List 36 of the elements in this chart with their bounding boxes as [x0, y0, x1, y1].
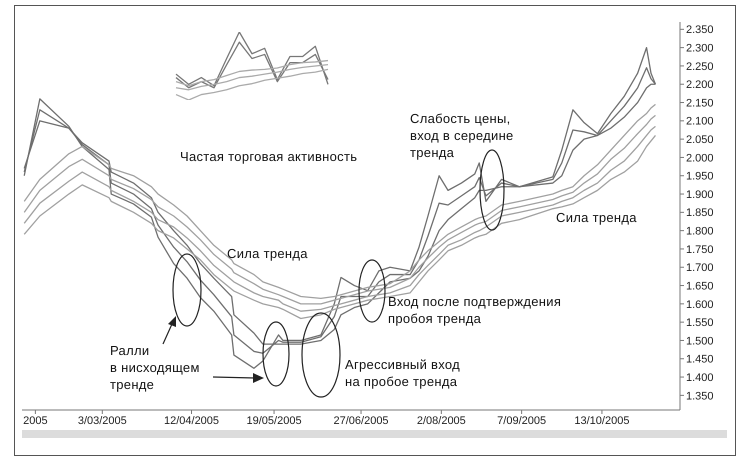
y-tick-label: 1.700 [686, 262, 714, 274]
y-tick-label: 2.300 [686, 42, 714, 55]
y-tick-label: 2.100 [686, 116, 714, 128]
annotation: Частая торговая активность [180, 149, 358, 164]
y-tick-label: 1.600 [686, 298, 714, 311]
y-tick-label: 2.000 [686, 152, 714, 164]
annotation: Сила тренда [556, 210, 638, 226]
annotation: Вход после подтверждения пробоя тренда [388, 294, 562, 326]
x-tick-label: 7/09/2005 [497, 414, 546, 427]
x-tick-label: 2/08/2005 [416, 414, 466, 427]
y-tick-label: 2.200 [686, 79, 714, 92]
annotation: Ралли в нисходящем тренде [110, 343, 200, 392]
x-tick-label: 12/04/2005 [164, 414, 220, 427]
x-tick-label: 3/03/2005 [78, 414, 127, 427]
x-tick-label: 13/10/2005 [574, 414, 630, 427]
y-tick-label: 1.450 [686, 354, 714, 366]
y-tick-label: 2.150 [686, 97, 714, 110]
y-tick-label: 1.550 [686, 317, 714, 330]
y-tick-label: 1.850 [686, 207, 714, 220]
y-tick-label: 1.350 [686, 390, 714, 402]
annotation: Сила тренда [227, 246, 308, 262]
x-tick-label: 27/06/2005 [334, 414, 389, 427]
x-tick-label: 2005 [23, 414, 48, 427]
y-tick-label: 1.900 [686, 188, 714, 201]
y-tick-label: 1.750 [686, 244, 714, 256]
y-tick-label: 1.650 [686, 280, 714, 292]
y-tick-label: 1.950 [686, 170, 714, 183]
y-tick-label: 2.350 [686, 24, 714, 36]
y-tick-label: 1.500 [686, 335, 714, 348]
y-tick-label: 1.800 [686, 226, 714, 238]
annotation: Агрессивный вход на пробое тренда [345, 357, 460, 390]
y-tick-label: 2.250 [686, 60, 714, 73]
y-tick-label: 2.050 [686, 134, 714, 146]
x-tick-label: 19/05/2005 [246, 414, 302, 427]
annotation: Слабость цены, вход в середине тренда [410, 111, 514, 160]
y-tick-label: 1.400 [686, 372, 714, 384]
